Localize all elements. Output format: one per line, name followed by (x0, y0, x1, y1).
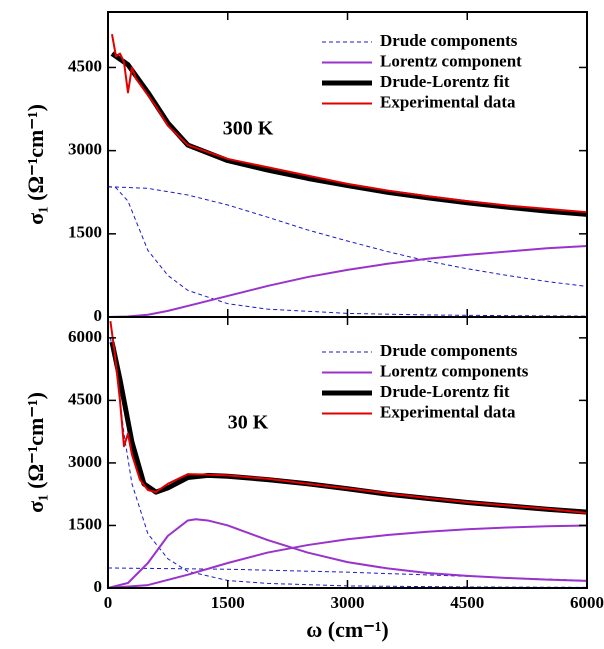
x-tick-label: 3000 (331, 593, 365, 612)
legend-label: Drude-Lorentz fit (380, 72, 510, 91)
annotation: 30 K (228, 412, 269, 434)
y-axis-label: σ₁ (Ω⁻¹cm⁻¹) (23, 392, 48, 513)
x-tick-label: 4500 (450, 593, 484, 612)
x-axis-label: ω (cm⁻¹) (306, 617, 389, 642)
legend-label: Experimental data (380, 92, 516, 111)
y-tick-label: 0 (94, 577, 103, 596)
series-line (110, 51, 588, 217)
x-tick-label: 1500 (211, 593, 245, 612)
y-tick-label: 4500 (68, 56, 102, 75)
y-tick-label: 1500 (68, 514, 102, 533)
annotation: 300 K (223, 118, 274, 140)
y-axis-label: σ₁ (Ω⁻¹cm⁻¹) (23, 104, 48, 225)
x-tick-label: 0 (104, 593, 113, 612)
y-tick-label: 4500 (68, 389, 102, 408)
series-line (111, 34, 588, 214)
legend-label: Experimental data (380, 402, 516, 421)
series-line (109, 321, 588, 514)
legend-label: Drude-Lorentz fit (380, 382, 510, 401)
x-tick-label: 6000 (570, 593, 604, 612)
series-line (107, 186, 588, 287)
y-tick-label: 6000 (68, 327, 102, 346)
y-tick-label: 3000 (68, 140, 102, 159)
series-line (107, 524, 588, 589)
legend-label: Drude components (380, 341, 518, 360)
legend-label: Drude components (380, 31, 518, 50)
series-line (107, 518, 588, 589)
legend-label: Lorentz component (380, 51, 522, 70)
legend-label: Lorentz components (380, 361, 529, 380)
y-tick-label: 3000 (68, 452, 102, 471)
y-tick-label: 1500 (68, 223, 102, 242)
y-tick-label: 0 (94, 306, 103, 325)
series-line (107, 186, 588, 317)
series-line (107, 245, 588, 318)
